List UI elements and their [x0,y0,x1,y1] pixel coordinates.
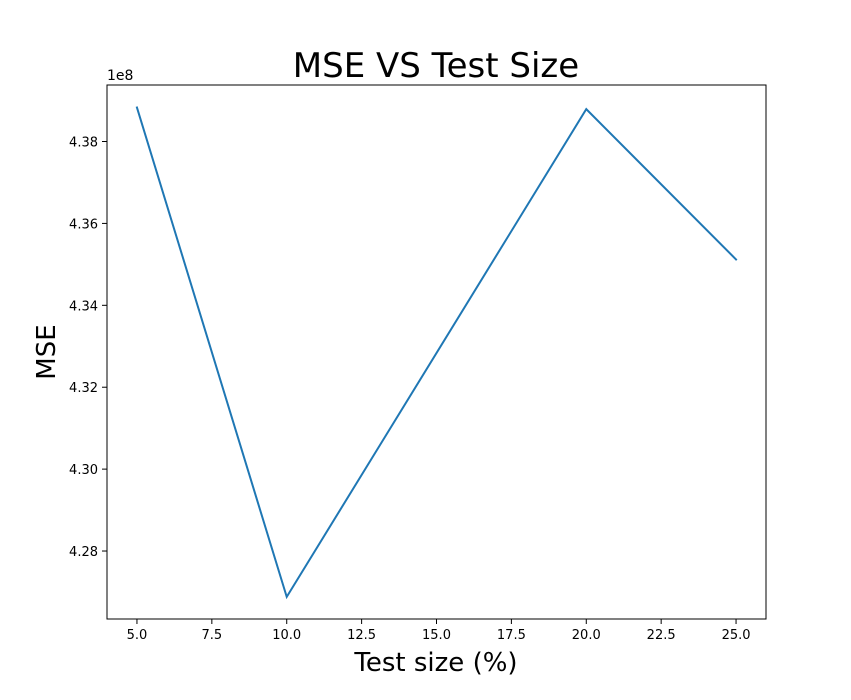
x-tick-label: 25.0 [722,628,751,643]
x-tick-label: 7.5 [201,628,222,643]
x-tick-label: 12.5 [347,628,376,643]
y-tick-label: 4.38 [69,136,98,151]
chart-title: MSE VS Test Size [293,46,579,86]
x-tick-label: 5.0 [127,628,148,643]
y-tick-label: 4.28 [69,545,98,560]
x-tick-label: 22.5 [647,628,676,643]
y-axis-offset-label: 1e8 [107,68,133,84]
x-tick-label: 10.0 [272,628,301,643]
y-tick-label: 4.30 [69,463,98,478]
plot-area: 5.0 7.5 10.0 12.5 15.0 17.5 20.0 22.5 25.0 4.28 4.… [69,84,767,643]
y-tick-label: 4.32 [69,381,98,396]
y-axis-label: MSE [32,324,62,379]
series-line-0 [135,106,738,600]
y-tick-label: 4.36 [69,217,98,232]
x-tick-label: 15.0 [422,628,451,643]
x-axis-label: Test size (%) [353,648,517,678]
x-tick-label: 17.5 [497,628,526,643]
x-tick-label: 20.0 [572,628,601,643]
y-tick-label: 4.34 [69,299,98,314]
